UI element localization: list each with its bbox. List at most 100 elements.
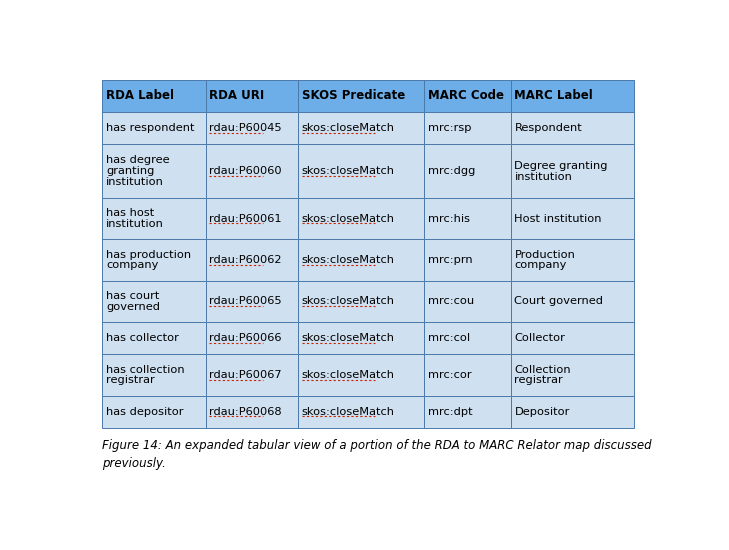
Text: MARC Label: MARC Label [515, 90, 593, 102]
Text: mrc:col: mrc:col [428, 333, 470, 343]
Text: has production: has production [106, 250, 191, 260]
Text: rdau:P60061: rdau:P60061 [209, 213, 282, 224]
Text: Host institution: Host institution [515, 213, 602, 224]
Bar [206, 354, 298, 395]
Text: Respondent: Respondent [515, 123, 582, 133]
Bar [298, 144, 424, 198]
Text: Court governed: Court governed [515, 296, 604, 306]
Text: MARC Code: MARC Code [428, 90, 504, 102]
Text: RDA Label: RDA Label [106, 90, 174, 102]
Text: governed: governed [106, 302, 160, 312]
Text: skos:closeMatch: skos:closeMatch [302, 296, 395, 306]
Bar [424, 112, 510, 144]
Bar [510, 239, 634, 280]
Bar [206, 239, 298, 280]
Text: rdau:P60045: rdau:P60045 [209, 123, 282, 133]
Text: rdau:P60065: rdau:P60065 [209, 296, 282, 306]
Bar [102, 80, 206, 112]
Bar [510, 395, 634, 428]
Bar [298, 112, 424, 144]
Text: mrc:cou: mrc:cou [428, 296, 474, 306]
Bar [206, 80, 298, 112]
Text: mrc:dgg: mrc:dgg [428, 166, 475, 176]
Text: skos:closeMatch: skos:closeMatch [302, 255, 395, 265]
Text: rdau:P60068: rdau:P60068 [209, 407, 282, 417]
Text: skos:closeMatch: skos:closeMatch [302, 370, 395, 380]
Text: has collection: has collection [106, 365, 184, 375]
Bar [206, 198, 298, 239]
Text: skos:closeMatch: skos:closeMatch [302, 123, 395, 133]
Bar [424, 322, 510, 354]
Bar [102, 354, 206, 395]
Text: registrar: registrar [106, 376, 155, 386]
Text: has court: has court [106, 291, 160, 301]
Bar [298, 80, 424, 112]
Bar [510, 112, 634, 144]
Text: institution: institution [515, 172, 572, 182]
Bar [424, 354, 510, 395]
Bar [510, 198, 634, 239]
Bar [298, 395, 424, 428]
Text: has depositor: has depositor [106, 407, 184, 417]
Text: mrc:cor: mrc:cor [428, 370, 472, 380]
Text: rdau:P60062: rdau:P60062 [209, 255, 282, 265]
Bar [102, 395, 206, 428]
Bar [424, 239, 510, 280]
Bar [298, 280, 424, 322]
Bar [206, 280, 298, 322]
Text: skos:closeMatch: skos:closeMatch [302, 407, 395, 417]
Bar [510, 354, 634, 395]
Bar [510, 280, 634, 322]
Text: skos:closeMatch: skos:closeMatch [302, 213, 395, 224]
Bar [298, 198, 424, 239]
Bar [102, 280, 206, 322]
Bar [424, 198, 510, 239]
Bar [424, 80, 510, 112]
Text: granting: granting [106, 166, 155, 176]
Text: company: company [515, 261, 567, 271]
Bar [424, 280, 510, 322]
Text: has host: has host [106, 208, 154, 218]
Text: Production: Production [515, 250, 575, 260]
Text: rdau:P60060: rdau:P60060 [209, 166, 282, 176]
Bar [102, 239, 206, 280]
Text: skos:closeMatch: skos:closeMatch [302, 166, 395, 176]
Text: Degree granting: Degree granting [515, 161, 608, 170]
Bar [206, 144, 298, 198]
Text: mrc:his: mrc:his [428, 213, 469, 224]
Text: Depositor: Depositor [515, 407, 570, 417]
Text: Figure 14: An expanded tabular view of a portion of the RDA to MARC Relator map : Figure 14: An expanded tabular view of a… [102, 439, 652, 470]
Bar [298, 322, 424, 354]
Bar [102, 144, 206, 198]
Text: mrc:prn: mrc:prn [428, 255, 472, 265]
Text: rdau:P60067: rdau:P60067 [209, 370, 282, 380]
Text: rdau:P60066: rdau:P60066 [209, 333, 282, 343]
Text: Collection: Collection [515, 365, 571, 375]
Bar [510, 144, 634, 198]
Text: institution: institution [106, 219, 164, 229]
Bar [206, 395, 298, 428]
Bar [102, 322, 206, 354]
Bar [298, 239, 424, 280]
Text: has collector: has collector [106, 333, 179, 343]
Text: RDA URI: RDA URI [209, 90, 265, 102]
Text: mrc:dpt: mrc:dpt [428, 407, 472, 417]
Bar [424, 144, 510, 198]
Bar [206, 112, 298, 144]
Bar [510, 322, 634, 354]
Bar [206, 322, 298, 354]
Text: has respondent: has respondent [106, 123, 195, 133]
Bar [298, 354, 424, 395]
Text: Collector: Collector [515, 333, 565, 343]
Text: has degree: has degree [106, 155, 170, 165]
Text: skos:closeMatch: skos:closeMatch [302, 333, 395, 343]
Bar [102, 112, 206, 144]
Text: company: company [106, 261, 158, 271]
Bar [510, 80, 634, 112]
Text: SKOS Predicate: SKOS Predicate [302, 90, 405, 102]
Text: institution: institution [106, 177, 164, 187]
Bar [102, 198, 206, 239]
Text: mrc:rsp: mrc:rsp [428, 123, 471, 133]
Text: registrar: registrar [515, 376, 564, 386]
Bar [424, 395, 510, 428]
